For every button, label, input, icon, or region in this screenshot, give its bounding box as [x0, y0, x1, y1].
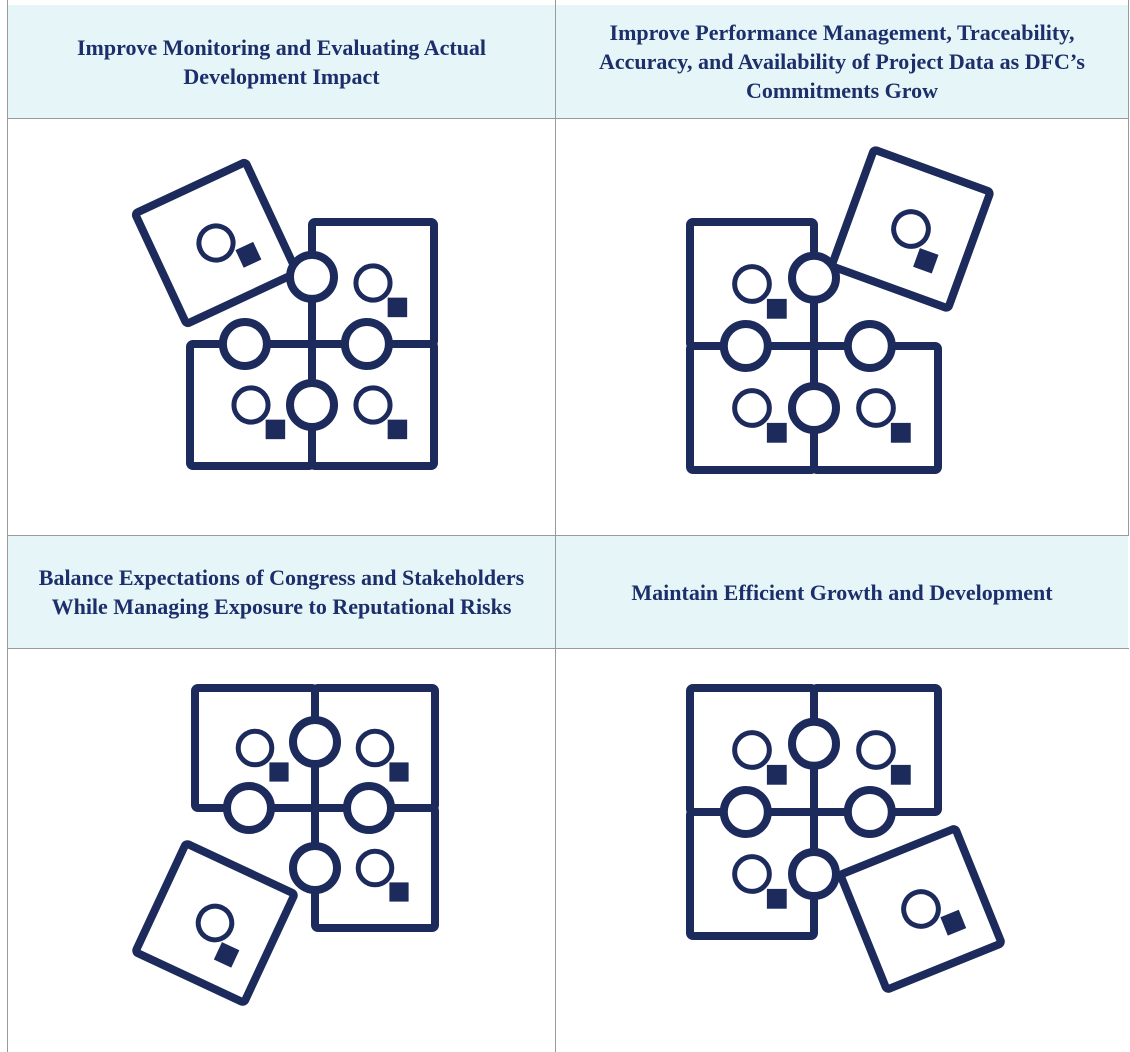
puzzle-piece: [132, 840, 298, 1006]
icon: [940, 909, 967, 936]
icon: [196, 223, 236, 263]
puzzle-knob: [788, 848, 840, 900]
border: [7, 535, 1129, 536]
icon: [269, 762, 289, 782]
puzzle: [686, 684, 1005, 993]
icon: [231, 385, 271, 425]
icon: [387, 419, 408, 440]
puzzle-knob: [843, 320, 896, 372]
icon: [389, 762, 409, 782]
puzzle-knob: [843, 786, 896, 838]
puzzle-knob: [788, 717, 840, 770]
puzzle-knob: [289, 842, 341, 894]
icon: [353, 263, 393, 303]
icon: [732, 854, 772, 894]
icon: [732, 388, 772, 428]
icon: [213, 942, 240, 968]
icon: [890, 422, 911, 443]
puzzle-piece: [131, 158, 301, 328]
puzzle-knob: [223, 782, 275, 834]
puzzle-piece: [837, 825, 1005, 993]
puzzle-knob: [289, 716, 341, 768]
piece-outline: [828, 146, 994, 312]
icon: [856, 730, 896, 770]
puzzle-knob: [719, 320, 772, 372]
piece-outline: [131, 158, 301, 328]
icon: [355, 728, 395, 768]
puzzle: [131, 158, 438, 470]
icon: [766, 764, 787, 785]
puzzle-knob: [340, 318, 393, 370]
icon: [389, 882, 409, 902]
icon: [901, 889, 941, 929]
icon: [856, 388, 896, 428]
puzzle-knob: [788, 251, 840, 304]
icon: [265, 419, 286, 440]
icon: [766, 422, 787, 443]
icon: [235, 241, 262, 268]
puzzle-knob: [719, 786, 772, 838]
cell-header: Balance Expectations of Congress and Sta…: [8, 536, 555, 648]
puzzle: [686, 146, 994, 474]
icon: [766, 298, 787, 319]
border: [1128, 0, 1129, 535]
border: [7, 0, 8, 1052]
puzzle-knob: [343, 782, 395, 834]
icon: [195, 903, 235, 943]
piece-outline: [837, 825, 1005, 993]
puzzle: [132, 684, 439, 1006]
puzzle-knob: [218, 318, 271, 370]
cell-header: Improve Monitoring and Evaluating Actual…: [8, 5, 555, 118]
icon: [913, 248, 939, 274]
icon: [891, 209, 931, 249]
puzzle-knob: [286, 250, 338, 303]
cell-header: Maintain Efficient Growth and Developmen…: [556, 536, 1128, 648]
icon: [235, 728, 275, 768]
icon: [355, 848, 395, 888]
puzzle-knob: [788, 382, 840, 434]
icon: [353, 385, 393, 425]
piece-outline: [132, 840, 298, 1006]
icon: [732, 264, 772, 304]
icon: [387, 297, 408, 318]
border: [7, 118, 1129, 119]
icon: [766, 888, 787, 909]
icon: [732, 730, 772, 770]
puzzle-knob: [286, 379, 338, 431]
border: [7, 648, 1129, 649]
cell-header: Improve Performance Management, Traceabi…: [556, 5, 1128, 118]
puzzle-piece: [828, 146, 994, 312]
border: [555, 0, 556, 1052]
icon: [890, 764, 911, 785]
